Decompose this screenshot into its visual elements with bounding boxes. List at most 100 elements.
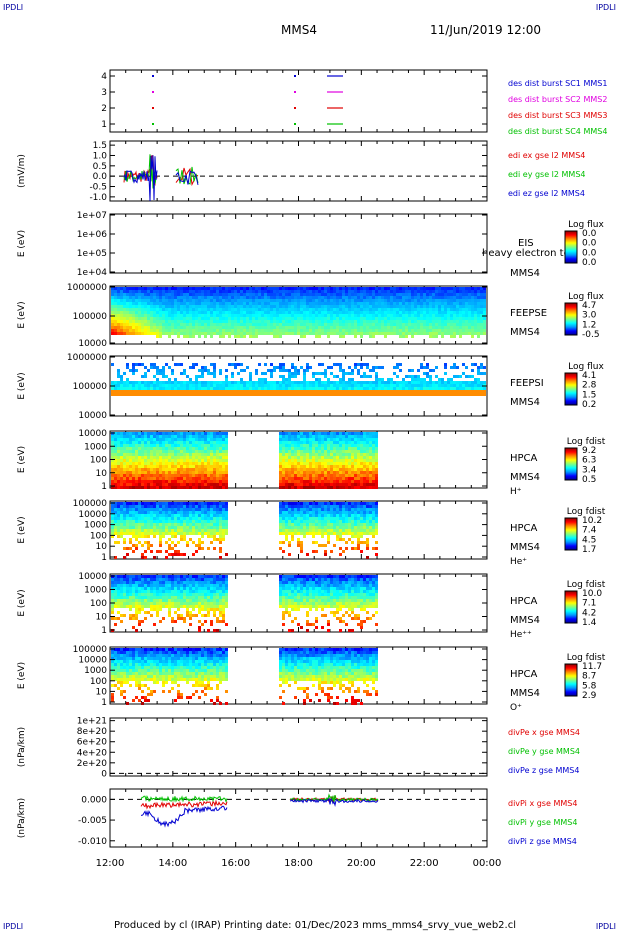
spectrogram-cell — [201, 287, 204, 290]
spectrogram-cell — [462, 314, 465, 317]
spectrogram-cell — [336, 375, 339, 378]
spectrogram-cell — [189, 366, 192, 369]
spectrogram-cell — [429, 287, 432, 290]
spectrogram-cell — [375, 393, 378, 396]
spectrogram-cell — [414, 332, 417, 335]
spectrogram-cell — [186, 435, 189, 438]
spectrogram-cell — [153, 438, 156, 441]
spectrogram-cell — [204, 323, 207, 326]
spectrogram-cell — [267, 320, 270, 323]
spectrogram-cell — [285, 393, 288, 396]
spectrogram-cell — [213, 363, 216, 366]
spectrogram-cell — [288, 326, 291, 329]
spectrogram-cell — [357, 438, 360, 441]
spectrogram-cell — [435, 287, 438, 290]
spectrogram-cell — [159, 323, 162, 326]
spectrogram-cell — [324, 311, 327, 314]
spectrogram-cell — [459, 390, 462, 393]
spectrogram-cell — [348, 462, 351, 465]
spectrogram-cell — [162, 290, 165, 293]
spectrogram-cell — [306, 302, 309, 305]
spectrogram-cell — [126, 329, 129, 332]
spectrogram-cell — [399, 335, 402, 338]
spectrogram-cell — [156, 323, 159, 326]
spectrogram-cell — [480, 299, 483, 302]
spectrogram-cell — [441, 393, 444, 396]
spectrogram-cell — [483, 326, 486, 329]
spectrogram-cell — [174, 387, 177, 390]
spectrogram-cell — [321, 302, 324, 305]
spectrogram-cell — [189, 293, 192, 296]
spectrogram-cell — [324, 305, 327, 308]
panel-1-y-tick-label: -0.5 — [89, 183, 107, 193]
spectrogram-cell — [111, 308, 114, 311]
spectrogram-cell — [297, 299, 300, 302]
spectrogram-cell — [351, 480, 354, 483]
spectrogram-cell — [201, 483, 204, 486]
spectrogram-cell — [354, 299, 357, 302]
spectrogram-cell — [321, 447, 324, 450]
spectrogram-cell — [279, 299, 282, 302]
spectrogram-cell — [354, 363, 357, 366]
spectrogram-cell — [147, 296, 150, 299]
spectrogram-cell — [381, 287, 384, 290]
spectrogram-cell — [309, 444, 312, 447]
panel-2-overlay-text: heavy electron tof — [482, 248, 574, 259]
spectrogram-cell — [369, 335, 372, 338]
spectrogram-cell — [150, 468, 153, 471]
spectrogram-cell — [459, 320, 462, 323]
spectrogram-cell — [279, 329, 282, 332]
spectrogram-cell — [291, 384, 294, 387]
spectrogram-cell — [366, 435, 369, 438]
spectrogram-cell — [186, 308, 189, 311]
spectrogram-cell — [120, 384, 123, 387]
spectrogram-cell — [255, 287, 258, 290]
spectrogram-cell — [123, 462, 126, 465]
spectrogram-cell — [372, 456, 375, 459]
spectrogram-cell — [111, 287, 114, 290]
spectrogram-cell — [435, 335, 438, 338]
spectrogram-cell — [285, 462, 288, 465]
spectrogram-cell — [219, 290, 222, 293]
spectrogram-cell — [201, 459, 204, 462]
spectrogram-cell — [132, 308, 135, 311]
spectrogram-cell — [339, 317, 342, 320]
spectrogram-cell — [126, 508, 129, 511]
spectrogram-cell — [168, 459, 171, 462]
spectrogram-cell — [195, 384, 198, 387]
spectrogram-cell — [291, 450, 294, 453]
spectrogram-cell — [264, 329, 267, 332]
spectrogram-cell — [378, 317, 381, 320]
spectrogram-cell — [354, 453, 357, 456]
spectrogram-cell — [303, 459, 306, 462]
spectrogram-cell — [111, 441, 114, 444]
spectrogram-cell — [354, 432, 357, 435]
spectrogram-cell — [402, 296, 405, 299]
spectrogram-cell — [204, 432, 207, 435]
spectrogram-cell — [213, 387, 216, 390]
spectrogram-cell — [120, 329, 123, 332]
spectrogram-cell — [348, 480, 351, 483]
spectrogram-cell — [174, 477, 177, 480]
spectrogram-cell — [312, 308, 315, 311]
spectrogram-cell — [468, 375, 471, 378]
spectrogram-cell — [180, 299, 183, 302]
spectrogram-cell — [414, 287, 417, 290]
spectrogram-cell — [195, 311, 198, 314]
spectrogram-cell — [168, 453, 171, 456]
spectrogram-cell — [351, 384, 354, 387]
spectrogram-cell — [198, 387, 201, 390]
spectrogram-cell — [201, 390, 204, 393]
spectrogram-cell — [282, 363, 285, 366]
spectrogram-cell — [435, 390, 438, 393]
spectrogram-cell — [273, 326, 276, 329]
spectrogram-cell — [288, 323, 291, 326]
spectrogram-cell — [165, 393, 168, 396]
spectrogram-cell — [303, 311, 306, 314]
spectrogram-cell — [333, 447, 336, 450]
spectrogram-cell — [192, 332, 195, 335]
spectrogram-cell — [312, 387, 315, 390]
spectrogram-cell — [450, 296, 453, 299]
spectrogram-cell — [252, 329, 255, 332]
spectrogram-cell — [129, 317, 132, 320]
